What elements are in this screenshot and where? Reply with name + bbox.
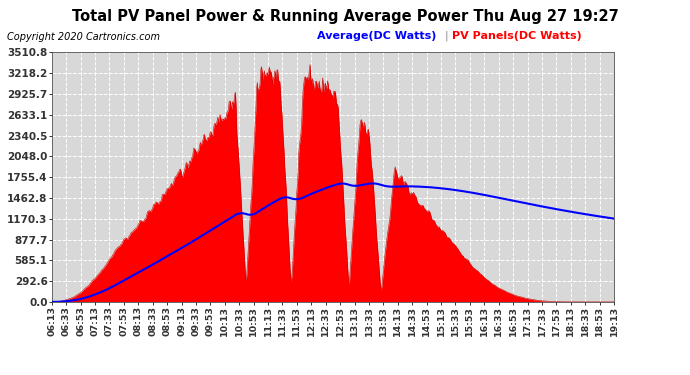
- Text: Average(DC Watts): Average(DC Watts): [317, 31, 437, 41]
- Text: PV Panels(DC Watts): PV Panels(DC Watts): [452, 31, 582, 41]
- Text: Copyright 2020 Cartronics.com: Copyright 2020 Cartronics.com: [7, 32, 160, 42]
- Text: |: |: [445, 31, 448, 41]
- Text: Total PV Panel Power & Running Average Power Thu Aug 27 19:27: Total PV Panel Power & Running Average P…: [72, 9, 618, 24]
